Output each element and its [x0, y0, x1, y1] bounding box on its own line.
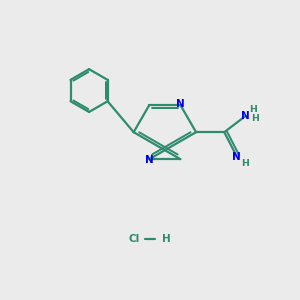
Text: N: N: [145, 155, 154, 165]
Text: Cl: Cl: [128, 234, 139, 244]
Text: H: H: [241, 159, 249, 168]
Text: H: H: [251, 114, 259, 123]
Text: N: N: [176, 99, 185, 109]
Text: H: H: [162, 234, 171, 244]
Text: H: H: [249, 105, 257, 114]
Text: N: N: [232, 152, 241, 161]
Text: N: N: [241, 111, 250, 121]
